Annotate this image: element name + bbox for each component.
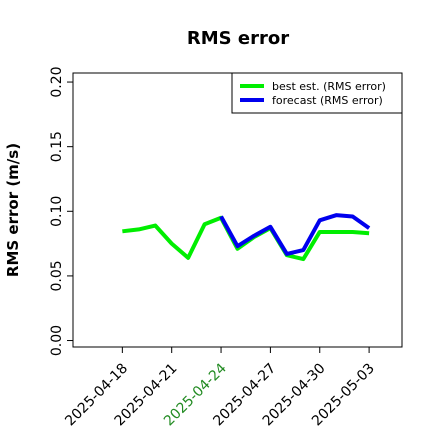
series-line (122, 215, 370, 262)
legend: best est. (RMS error)forecast (RMS error… (231, 72, 403, 114)
y-tick-label: 0.15 (49, 131, 65, 162)
legend-label: forecast (RMS error) (272, 94, 383, 107)
y-tick-label: 0.10 (49, 196, 65, 227)
series-line (219, 213, 371, 256)
y-tick-label: 0.00 (49, 325, 65, 356)
plot-frame (72, 72, 403, 348)
chart-title: RMS error (187, 28, 289, 49)
y-tick-label: 0.20 (49, 66, 65, 97)
y-axis-label: RMS error (m/s) (4, 143, 22, 277)
y-tick-label: 0.05 (49, 260, 65, 291)
legend-label: best est. (RMS error) (272, 80, 386, 93)
legend-box (231, 72, 403, 114)
